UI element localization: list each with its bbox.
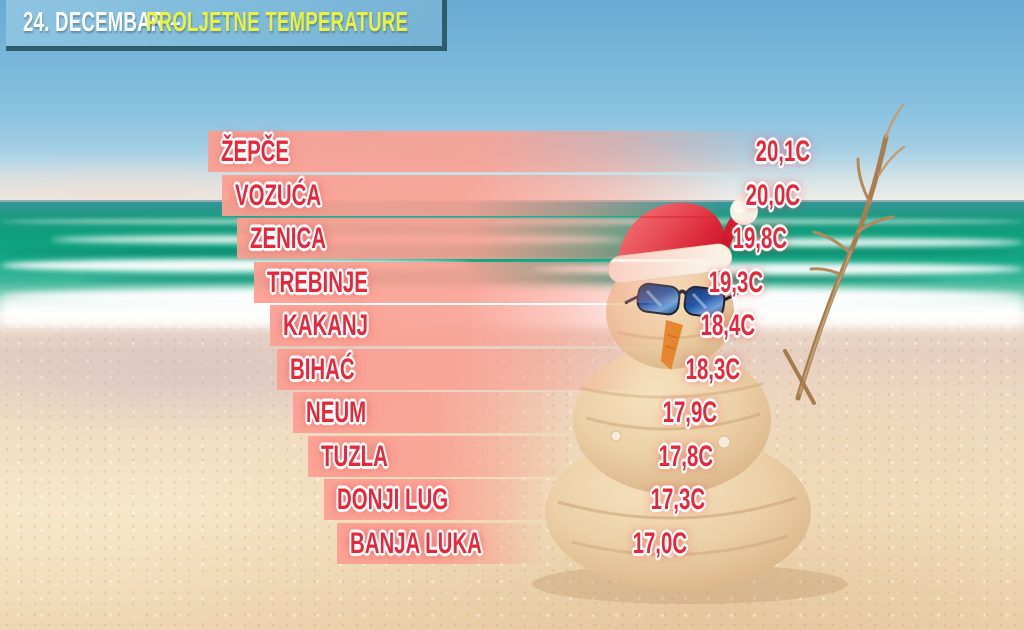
temperature-bar <box>208 131 775 172</box>
city-label: BIHAĆ <box>290 353 355 386</box>
city-label: NEUM <box>306 396 367 429</box>
table-row: DONJI LUG 17,3C <box>0 479 1024 520</box>
temperature-bar <box>337 523 545 564</box>
temperature-value: 19,3C <box>708 266 763 299</box>
shell <box>664 548 676 560</box>
shell <box>717 435 731 449</box>
temperature-value: 17,8C <box>658 440 713 473</box>
shell <box>610 430 622 442</box>
table-row: KAKANJ 18,4C <box>0 305 1024 346</box>
temperature-value: 17,3C <box>650 483 705 516</box>
temperature-value: 20,0C <box>745 179 800 212</box>
temperature-bar <box>254 262 705 303</box>
table-row: TREBINJE 19,3C <box>0 262 1024 303</box>
temperature-value: 17,9C <box>662 396 717 429</box>
temperature-bar <box>293 392 577 433</box>
table-row: BANJA LUKA 17,0C <box>0 523 1024 564</box>
table-row: ŽEPČE 20,1C <box>0 131 1024 172</box>
temperature-bar <box>270 305 675 346</box>
table-row: TUZLA 17,8C <box>0 436 1024 477</box>
temperature-value: 18,3C <box>685 353 740 386</box>
city-label: KAKANJ <box>283 309 369 342</box>
city-label: DONJI LUG <box>337 483 449 516</box>
temperature-bar <box>308 436 575 477</box>
table-row: BIHAĆ 18,3C <box>0 349 1024 390</box>
dry-branch-graphic <box>783 103 906 405</box>
city-label: TUZLA <box>321 440 388 473</box>
table-row: ZENICA 19,8C <box>0 218 1024 259</box>
city-label: ZENICA <box>250 222 326 255</box>
city-label: ŽEPČE <box>221 135 290 168</box>
temperature-value: 17,0C <box>632 527 687 560</box>
table-row: NEUM 17,9C <box>0 392 1024 433</box>
header-date-label: 24. DECEMBAR – <box>23 6 181 37</box>
temperature-value: 20,1C <box>755 135 810 168</box>
header-title-label: PROLJETNE TEMPERATURE <box>146 6 409 37</box>
table-row: VOZUĆA 20,0C <box>0 175 1024 216</box>
temperature-bar <box>324 479 555 520</box>
temperature-value: 18,4C <box>700 309 755 342</box>
wave-foam <box>665 238 1024 247</box>
header-banner: 24. DECEMBAR – PROLJETNE TEMPERATURE <box>6 0 447 51</box>
temperature-value: 19,8C <box>732 222 787 255</box>
city-label: TREBINJE <box>267 266 368 299</box>
temperature-bar <box>222 175 730 216</box>
city-label: VOZUĆA <box>235 179 322 212</box>
temperature-bar <box>277 349 645 390</box>
temperature-bar <box>237 218 725 259</box>
city-label: BANJA LUKA <box>350 527 482 560</box>
